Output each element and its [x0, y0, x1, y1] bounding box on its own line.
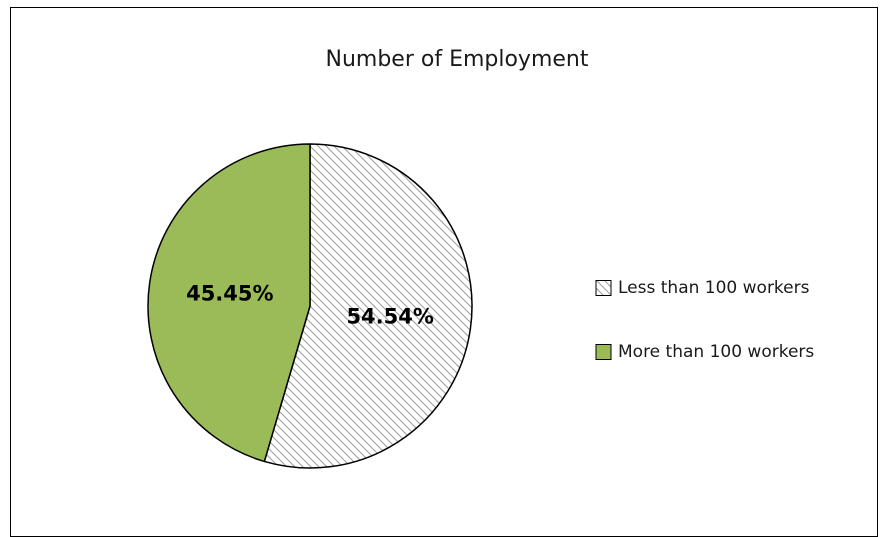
pie-slice-more-than-100-workers	[147, 143, 311, 463]
legend-label-less-than-100-workers: Less than 100 workers	[618, 278, 810, 298]
chart-title: Number of Employment	[326, 47, 589, 72]
legend-swatch-less-than-100-workers	[595, 280, 612, 296]
pie-chart: Number of Employment 54.54% 45.45% Less t…	[147, 47, 814, 469]
pie-slice-less-than-100-workers	[263, 143, 473, 469]
data-label-less-than-100-workers: 54.54%	[346, 305, 433, 329]
legend-swatch-more-than-100-workers	[595, 344, 612, 360]
legend-item-less-than-100-workers: Less than 100 workers	[595, 278, 810, 298]
legend-label-more-than-100-workers: More than 100 workers	[618, 342, 814, 362]
legend-item-more-than-100-workers: More than 100 workers	[595, 342, 814, 362]
slice-labels: 54.54% 45.45%	[186, 281, 434, 328]
data-label-more-than-100-workers: 45.45%	[186, 281, 273, 305]
pie-slices	[147, 143, 473, 469]
legend: Less than 100 workers More than 100 worke…	[595, 278, 814, 362]
